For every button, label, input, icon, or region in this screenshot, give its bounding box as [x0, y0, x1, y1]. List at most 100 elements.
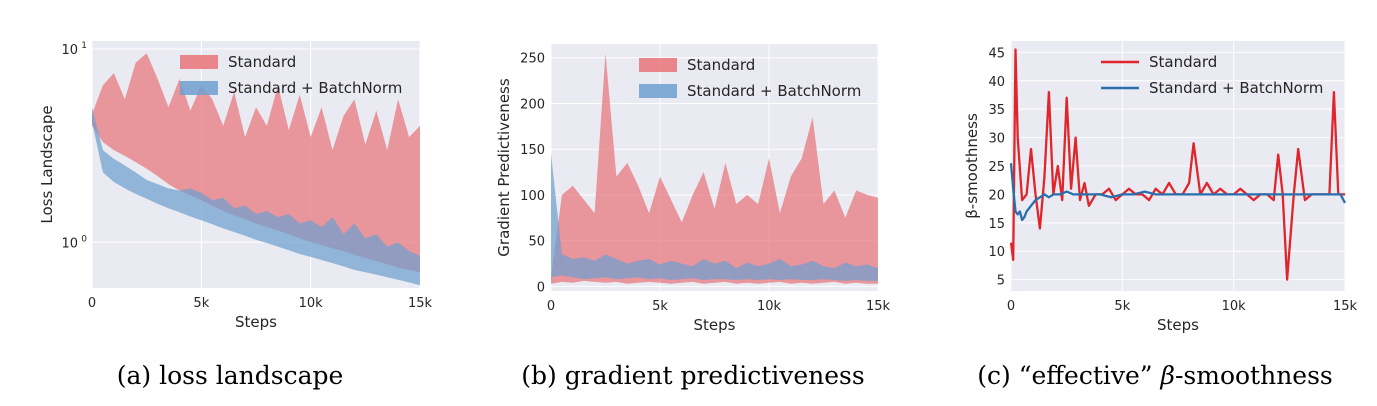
- data-point-standard: [1239, 188, 1241, 190]
- data-point-standard: [1108, 188, 1110, 190]
- area-standard: [92, 53, 420, 273]
- data-point-standard: [1070, 188, 1072, 190]
- data-point-standard: [1333, 91, 1335, 93]
- data-point-standard: [1088, 205, 1090, 207]
- data-point-standard: [1057, 165, 1059, 167]
- data-point-batchnorm: [1188, 193, 1190, 195]
- x-tick-label: 5k: [652, 299, 668, 314]
- data-point-standard: [1277, 154, 1279, 156]
- y-tick-label: 25: [988, 160, 1005, 175]
- caption-c: (c) “effective” β-smoothness: [977, 361, 1333, 390]
- data-point-standard: [1253, 199, 1255, 201]
- data-point-batchnorm: [1344, 202, 1346, 204]
- data-point-batchnorm: [1244, 193, 1246, 195]
- data-point-standard: [1304, 199, 1306, 201]
- data-point-batchnorm: [1017, 213, 1019, 215]
- data-point-batchnorm: [1052, 193, 1054, 195]
- data-point-batchnorm: [1132, 193, 1134, 195]
- data-point-batchnorm: [1166, 193, 1168, 195]
- data-point-batchnorm: [1299, 193, 1301, 195]
- y-axis-label: Gradient Predictiveness: [495, 78, 513, 257]
- legend-label-batchnorm: Standard + BatchNorm: [228, 79, 402, 97]
- panel-gradient-predictiveness: 0 5k 10k 15k 0 50 100 150 200 250 Steps Gradient Pr…: [495, 44, 891, 334]
- x-tick-label: 10k: [757, 299, 782, 314]
- y-tick-label: 40: [988, 75, 1005, 90]
- data-point-batchnorm: [1021, 219, 1023, 221]
- legend-swatch-batchnorm: [639, 84, 677, 98]
- data-point-standard: [1155, 188, 1157, 190]
- area-batchnorm: [92, 107, 420, 286]
- data-point-batchnorm: [1277, 193, 1279, 195]
- x-tick-label: 5k: [1114, 299, 1130, 314]
- data-point-batchnorm: [1155, 193, 1157, 195]
- y-tick-label: 250: [520, 52, 545, 67]
- y-tick-label: 200: [520, 97, 545, 112]
- y-tick-label: 5: [997, 274, 1005, 289]
- data-point-batchnorm: [1012, 188, 1014, 190]
- data-point-standard: [1297, 148, 1299, 150]
- data-point-batchnorm: [1233, 193, 1235, 195]
- data-point-standard: [1039, 228, 1041, 230]
- data-point-standard: [1115, 199, 1117, 201]
- legend-label-batchnorm: Standard + BatchNorm: [687, 82, 861, 100]
- data-point-batchnorm: [1072, 193, 1074, 195]
- data-point-batchnorm: [1043, 193, 1045, 195]
- legend-swatch-batchnorm: [180, 81, 218, 95]
- data-point-batchnorm: [1023, 216, 1025, 218]
- data-point-standard: [1010, 242, 1012, 244]
- data-point-standard: [1219, 188, 1221, 190]
- data-point-standard: [1061, 199, 1063, 201]
- legend-label-standard: Standard: [1149, 53, 1217, 71]
- data-point-batchnorm: [1030, 205, 1032, 207]
- data-point-batchnorm: [1110, 196, 1112, 198]
- y-tick-label: 10: [61, 43, 78, 58]
- data-point-batchnorm: [1026, 210, 1028, 212]
- area-standard: [551, 53, 878, 284]
- data-point-standard: [1021, 199, 1023, 201]
- line-batchnorm: [1009, 163, 1347, 222]
- data-point-batchnorm: [1019, 210, 1021, 212]
- data-point-standard: [1075, 137, 1077, 139]
- x-tick-label: 15k: [1333, 299, 1358, 314]
- data-point-standard: [1148, 199, 1150, 201]
- data-point-standard: [1026, 193, 1028, 195]
- x-tick-label: 5k: [193, 296, 209, 311]
- data-point-standard: [1012, 259, 1014, 261]
- data-point-standard: [1193, 142, 1195, 144]
- y-tick-label: 0: [537, 280, 545, 295]
- y-axis-label: Loss Landscape: [38, 105, 56, 223]
- y-tick-label: 10: [988, 245, 1005, 260]
- data-point-batchnorm: [1210, 193, 1212, 195]
- x-tick-label: 0: [1007, 299, 1015, 314]
- legend-label-standard: Standard: [687, 56, 755, 74]
- legend-label-standard: Standard: [228, 53, 296, 71]
- data-point-batchnorm: [1266, 193, 1268, 195]
- data-point-batchnorm: [1333, 193, 1335, 195]
- x-tick-label: 10k: [1222, 299, 1247, 314]
- caption-b: (b) gradient predictiveness: [521, 361, 864, 390]
- y-tick-label: 45: [988, 46, 1005, 61]
- data-point-standard: [1286, 279, 1288, 281]
- y-tick-label: 50: [528, 235, 545, 250]
- data-point-batchnorm: [1322, 193, 1324, 195]
- x-axis-label: Steps: [1157, 316, 1199, 334]
- x-axis-label: Steps: [694, 316, 736, 334]
- data-point-batchnorm: [1059, 193, 1061, 195]
- data-point-batchnorm: [1311, 193, 1313, 195]
- data-point-standard: [1168, 182, 1170, 184]
- y-tick-label: 15: [988, 217, 1005, 232]
- data-point-batchnorm: [1340, 193, 1342, 195]
- data-point-standard: [1128, 188, 1130, 190]
- data-point-standard: [1344, 193, 1346, 195]
- data-point-standard: [1188, 182, 1190, 184]
- y-axis-label: β-smoothness: [963, 113, 981, 219]
- data-point-batchnorm: [1079, 193, 1081, 195]
- data-point-standard: [1030, 148, 1032, 150]
- data-point-standard: [1017, 137, 1019, 139]
- x-axis-label: Steps: [235, 313, 277, 331]
- y-tick-exponent: 0: [81, 234, 87, 244]
- x-tick-label: 0: [547, 299, 555, 314]
- y-tick-label: 35: [988, 103, 1005, 118]
- data-point-batchnorm: [1099, 193, 1101, 195]
